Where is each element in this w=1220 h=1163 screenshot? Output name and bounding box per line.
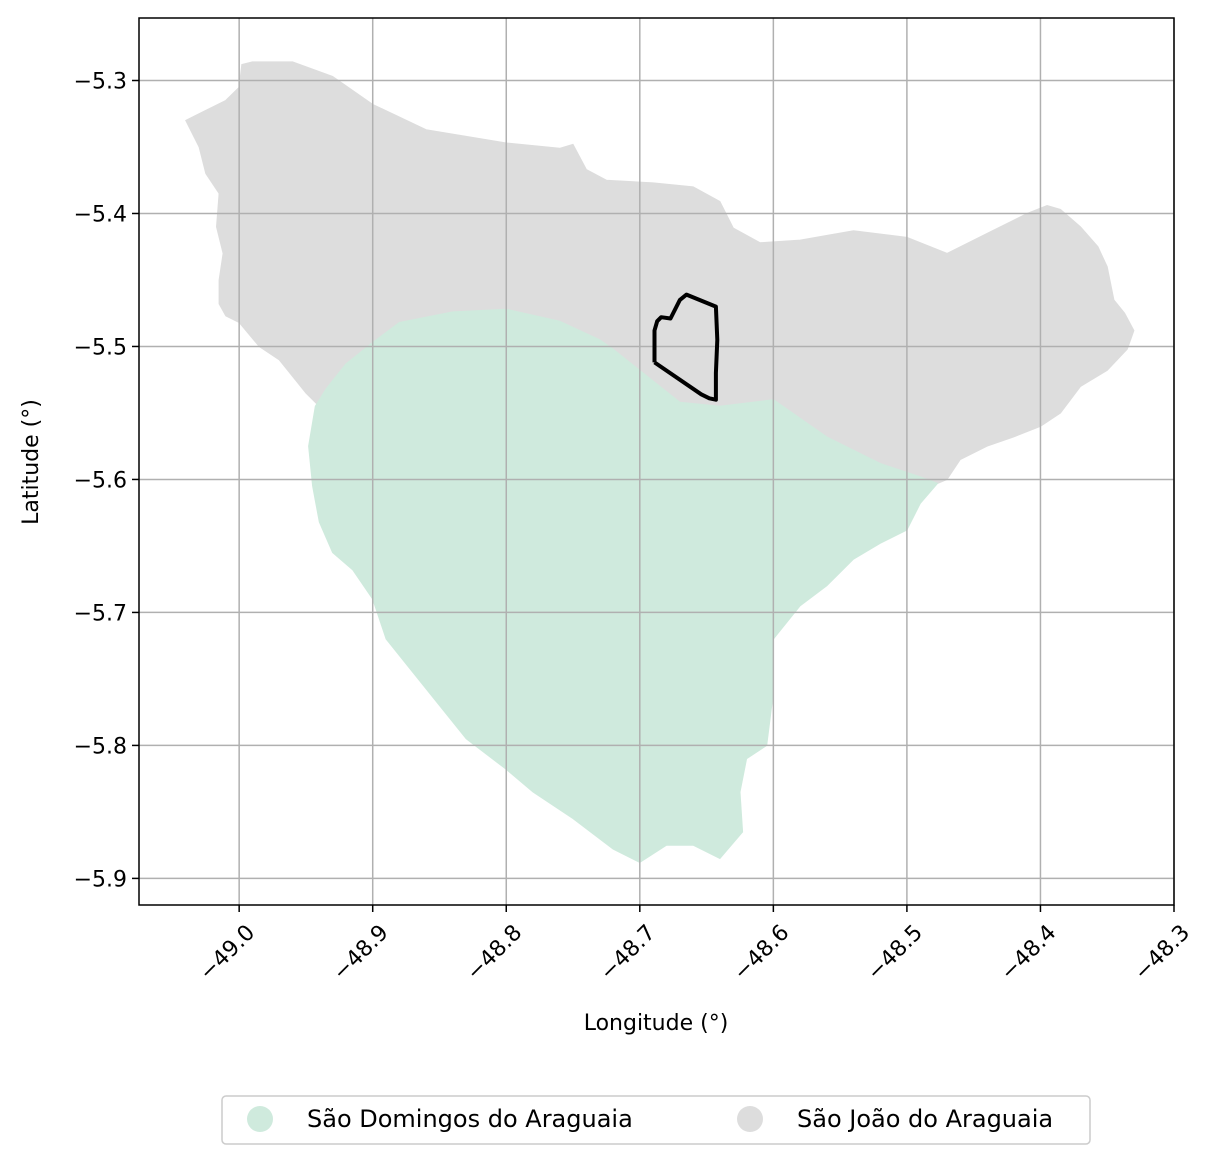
y-axis-label: Latitude (°) bbox=[19, 399, 44, 525]
legend: São Domingos do Araguaia São João do Ara… bbox=[221, 1095, 1091, 1145]
y-tick-label: −5.9 bbox=[74, 867, 127, 892]
x-axis-label: Longitude (°) bbox=[584, 1011, 729, 1036]
legend-marker-sao-joao bbox=[737, 1106, 763, 1132]
legend-label-sao-domingos: São Domingos do Araguaia bbox=[307, 1105, 633, 1133]
grid-layer bbox=[139, 18, 1175, 905]
y-tick-label: −5.8 bbox=[74, 734, 127, 759]
y-tick-label: −5.3 bbox=[74, 70, 127, 95]
highlighted-area-outline bbox=[652, 292, 720, 402]
highlight-layer bbox=[652, 292, 720, 402]
y-axis-ticks: −5.3 −5.4 −5.5 −5.6 −5.7 −5.8 −5.9 bbox=[74, 70, 139, 892]
plot-area bbox=[138, 17, 1175, 906]
y-tick-label: −5.7 bbox=[74, 601, 127, 626]
axes-frame bbox=[138, 17, 1175, 906]
y-tick-label: −5.5 bbox=[74, 335, 127, 360]
region-sao-joao-do-araguaia bbox=[185, 61, 1135, 484]
y-tick-label: −5.6 bbox=[74, 468, 127, 493]
legend-frame bbox=[221, 1095, 1091, 1145]
regions-layer bbox=[185, 61, 1135, 863]
legend-marker-sao-domingos bbox=[247, 1106, 273, 1132]
legend-label-sao-joao: São João do Araguaia bbox=[797, 1105, 1053, 1133]
y-tick-label: −5.4 bbox=[74, 202, 127, 227]
